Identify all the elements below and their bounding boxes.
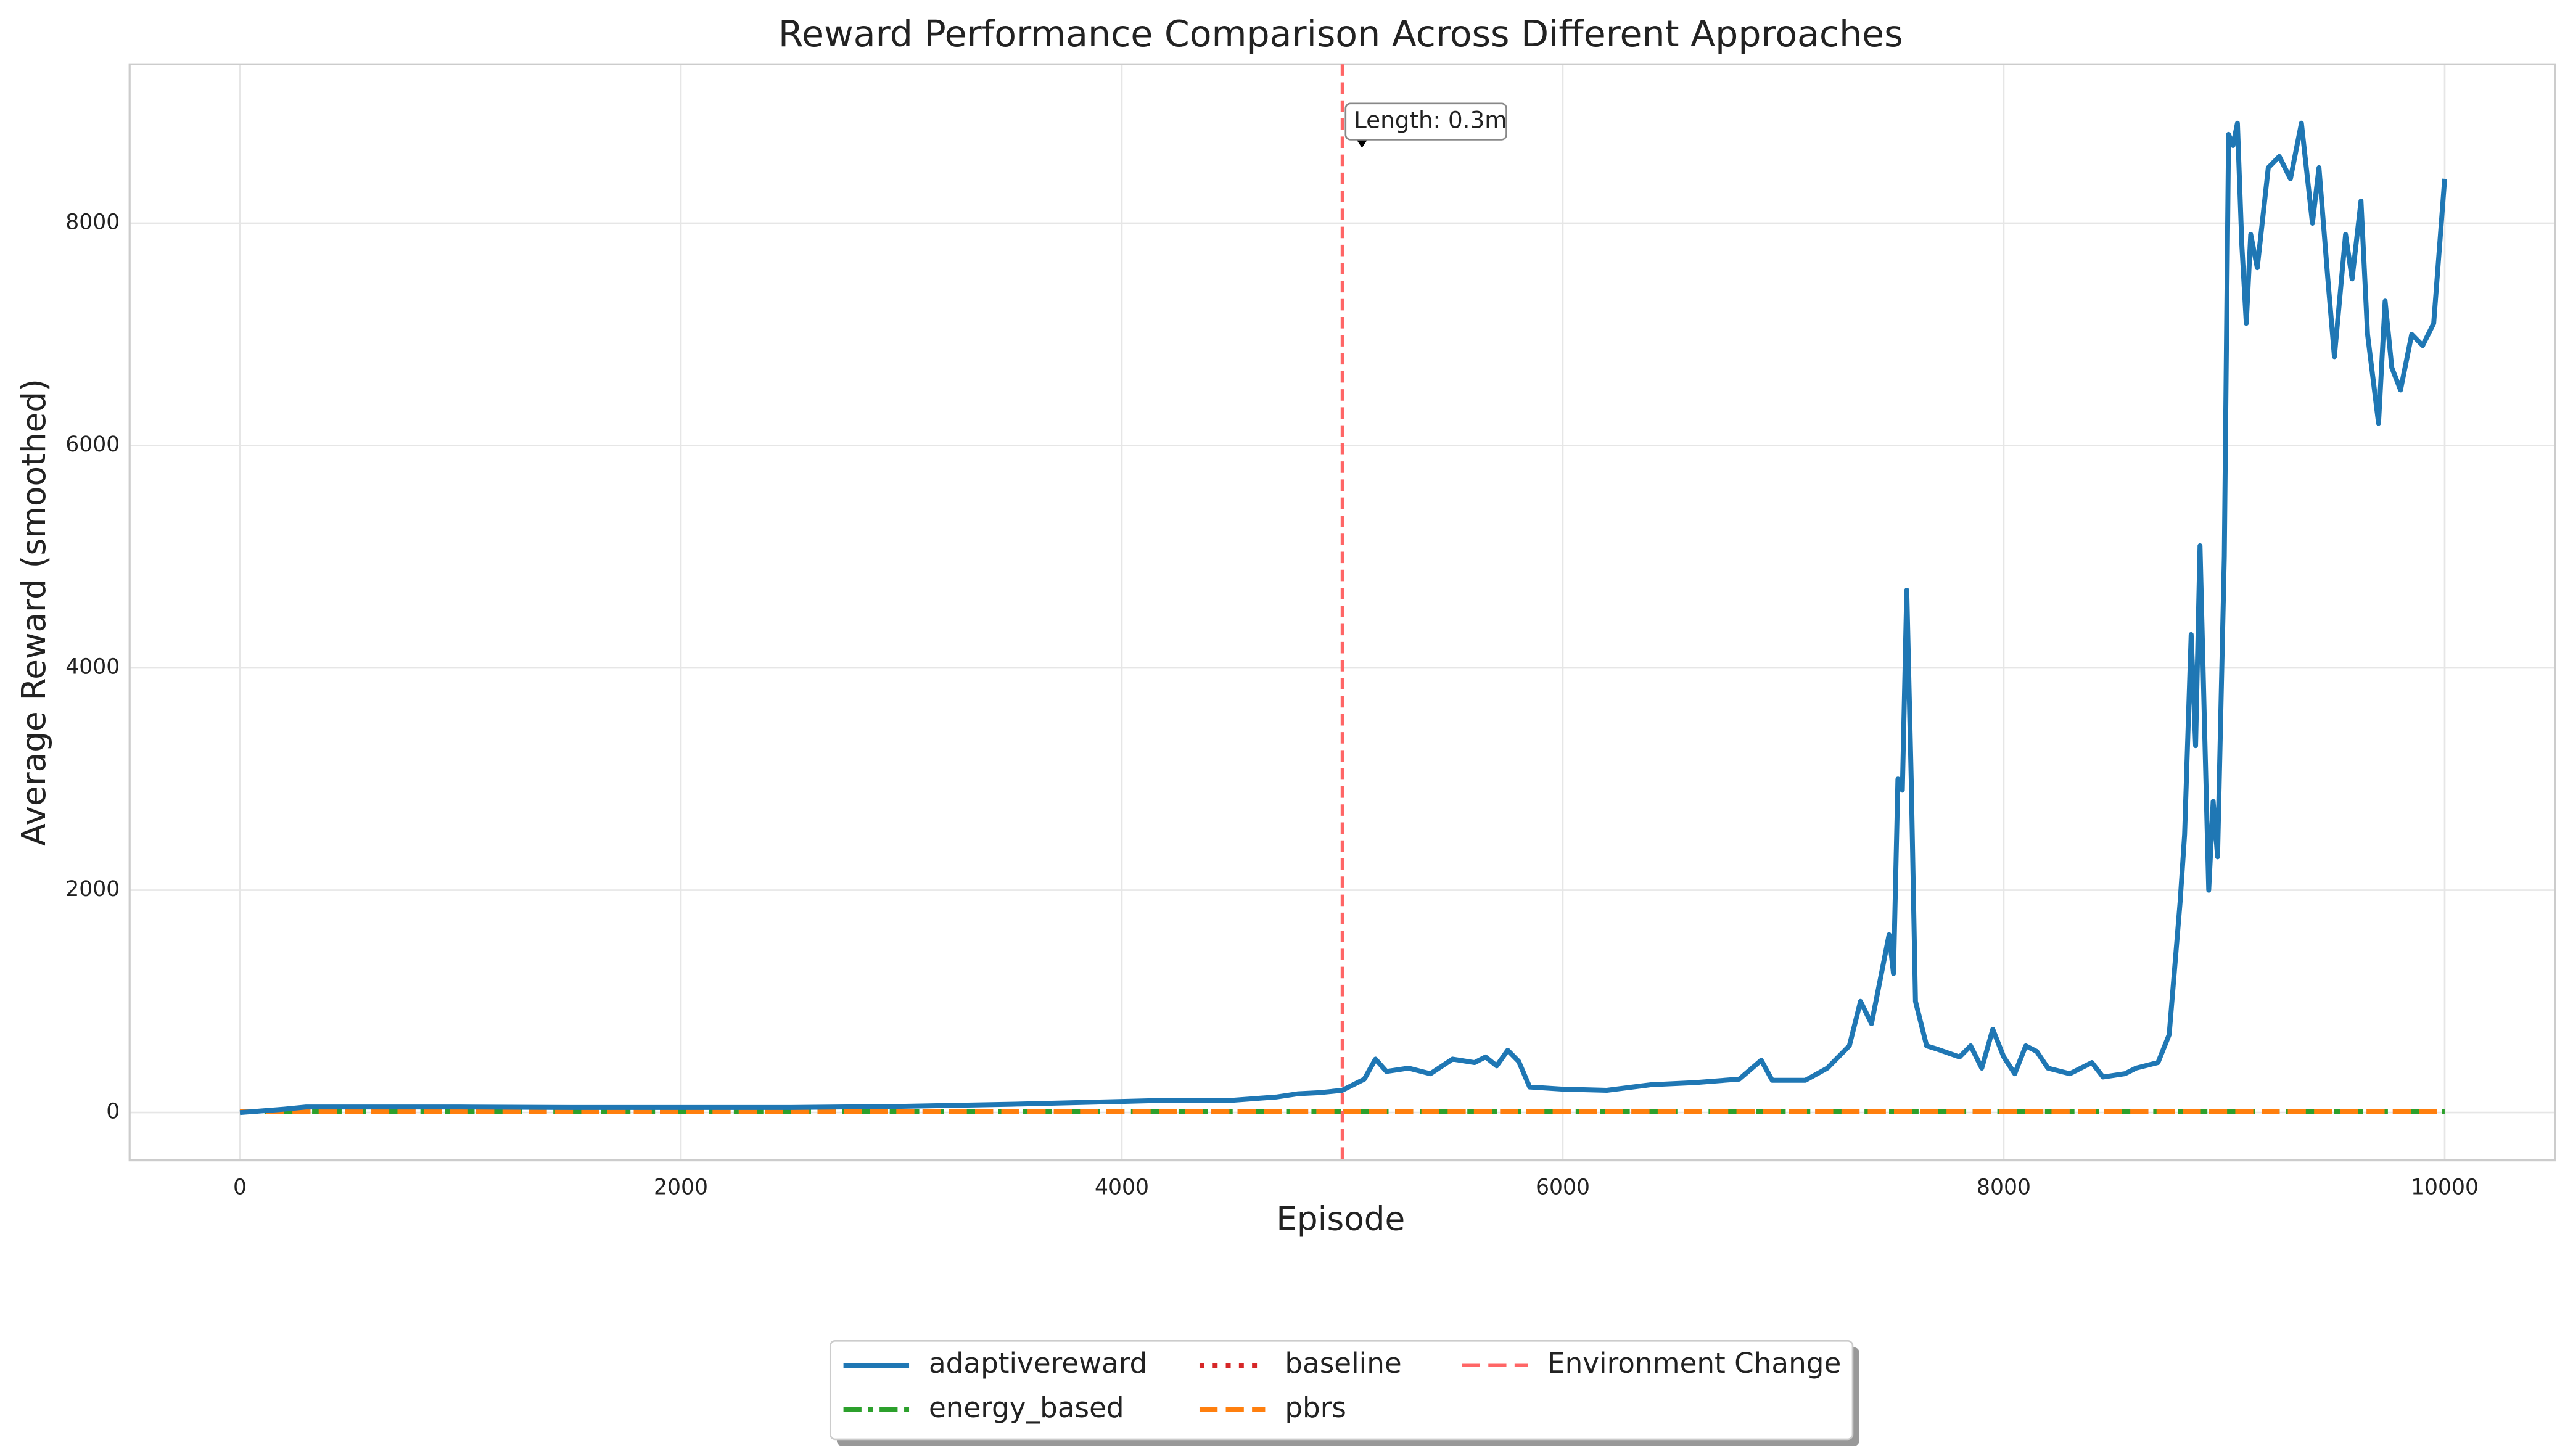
y-axis-label: Average Reward (smoothed): [15, 379, 53, 846]
x-tick-label: 6000: [1536, 1175, 1590, 1199]
x-tick-label: 8000: [1977, 1175, 2031, 1199]
x-tick-label: 4000: [1095, 1175, 1149, 1199]
legend-label: pbrs: [1285, 1391, 1346, 1424]
y-tick-label: 0: [106, 1100, 120, 1124]
x-tick-label: 0: [233, 1175, 247, 1199]
y-tick-label: 6000: [65, 432, 120, 457]
legend-label: adaptivereward: [929, 1347, 1147, 1380]
y-tick-label: 4000: [65, 655, 120, 680]
legend-box: [829, 1339, 1854, 1441]
chart-title: Reward Performance Comparison Across Dif…: [778, 13, 1903, 55]
x-axis-label: Episode: [1276, 1200, 1405, 1238]
x-tick-label: 10000: [2411, 1175, 2479, 1199]
x-tick-label: 2000: [654, 1175, 708, 1199]
legend-label: baseline: [1285, 1347, 1401, 1380]
data-line: [239, 120, 2447, 1116]
y-tick-label: 2000: [65, 877, 120, 902]
legend-label: energy_based: [929, 1391, 1124, 1424]
y-tick-label: 8000: [65, 210, 120, 235]
legend-label: Environment Change: [1547, 1347, 1841, 1380]
legend: adaptivereward energy_based baseline pbrs En…: [829, 1339, 1859, 1446]
annotation-text: Length: 0.3m: [1354, 107, 1507, 134]
annotation-box: [1344, 102, 1507, 141]
